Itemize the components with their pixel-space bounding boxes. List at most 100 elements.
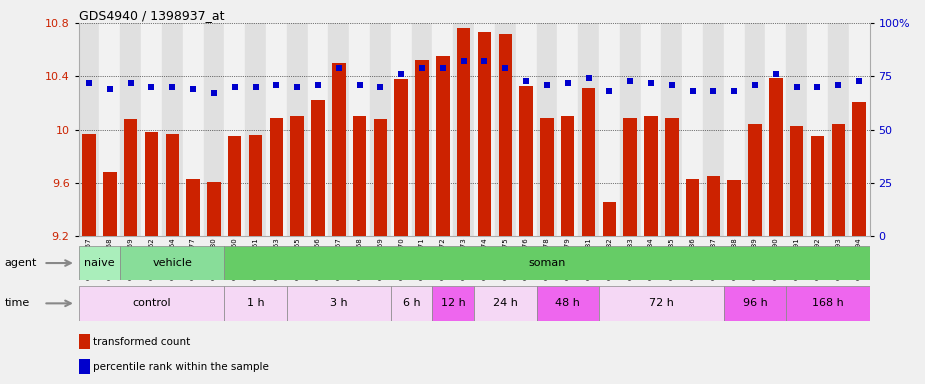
Bar [602,202,616,236]
Point [706,88,721,94]
Bar [103,172,117,236]
Bar [390,286,433,321]
Bar [207,182,221,236]
Bar [620,23,640,236]
Point [331,65,346,71]
Text: 1 h: 1 h [247,298,265,308]
Bar [703,23,723,236]
Bar [807,23,828,236]
Bar [228,136,241,236]
Bar [727,180,741,236]
Point [561,79,575,86]
Point [623,78,637,84]
Point [498,65,512,71]
Point [581,75,596,81]
Bar [79,23,100,236]
Bar [477,32,491,236]
Bar [516,23,536,236]
Point [206,90,221,96]
Text: naive: naive [84,258,115,268]
Bar [352,116,366,236]
Bar [328,23,350,236]
Bar [707,176,721,236]
Point [394,71,409,77]
Point [747,82,762,88]
Bar [433,286,474,321]
Text: 168 h: 168 h [812,298,844,308]
Bar [249,135,263,236]
Bar [561,116,574,236]
Bar [204,23,224,236]
Bar [623,118,637,236]
Bar [290,116,304,236]
Bar [224,246,870,280]
Bar [433,23,453,236]
Bar [599,23,620,236]
Bar [79,286,224,321]
Text: time: time [5,298,30,308]
Point [436,65,450,71]
Bar [266,23,287,236]
Text: 6 h: 6 h [402,298,421,308]
Text: 12 h: 12 h [441,298,465,308]
Bar [661,23,683,236]
Bar [536,286,599,321]
Bar [723,23,745,236]
Bar [415,60,429,236]
Bar [644,116,658,236]
Text: percentile rank within the sample: percentile rank within the sample [93,362,269,372]
Bar [582,88,596,236]
Text: soman: soman [528,258,565,268]
Bar [224,286,287,321]
Bar [453,23,474,236]
Point [810,84,825,90]
Bar [311,100,325,236]
Point [144,84,159,90]
Point [456,58,471,65]
Point [352,82,367,88]
Bar [536,23,557,236]
Bar [665,118,679,236]
Point [228,84,242,90]
Bar [390,23,412,236]
Bar [745,23,766,236]
Bar [120,246,224,280]
Bar [144,132,158,236]
Bar [166,134,179,236]
Point [539,82,554,88]
Bar [640,23,661,236]
Bar [723,286,786,321]
Point [165,84,179,90]
Point [602,88,617,94]
Point [664,82,679,88]
Bar [578,23,599,236]
Bar [287,23,307,236]
Bar [474,23,495,236]
Bar [186,179,200,236]
Bar [748,124,762,236]
Text: transformed count: transformed count [93,337,191,347]
Point [685,88,700,94]
Bar [307,23,328,236]
Text: GDS4940 / 1398937_at: GDS4940 / 1398937_at [79,9,224,22]
Bar [457,28,471,236]
Bar [685,179,699,236]
Bar [828,23,849,236]
Point [789,84,804,90]
Point [519,78,534,84]
Bar [766,23,786,236]
Text: control: control [132,298,171,308]
Bar [474,286,536,321]
Bar [100,23,120,236]
Text: 3 h: 3 h [330,298,348,308]
Text: 72 h: 72 h [649,298,673,308]
Bar [374,119,388,236]
Bar [810,136,824,236]
Bar [79,246,120,280]
Point [769,71,783,77]
Bar [350,23,370,236]
Bar [495,23,516,236]
Point [644,79,659,86]
Bar [519,86,533,236]
Bar [540,118,554,236]
